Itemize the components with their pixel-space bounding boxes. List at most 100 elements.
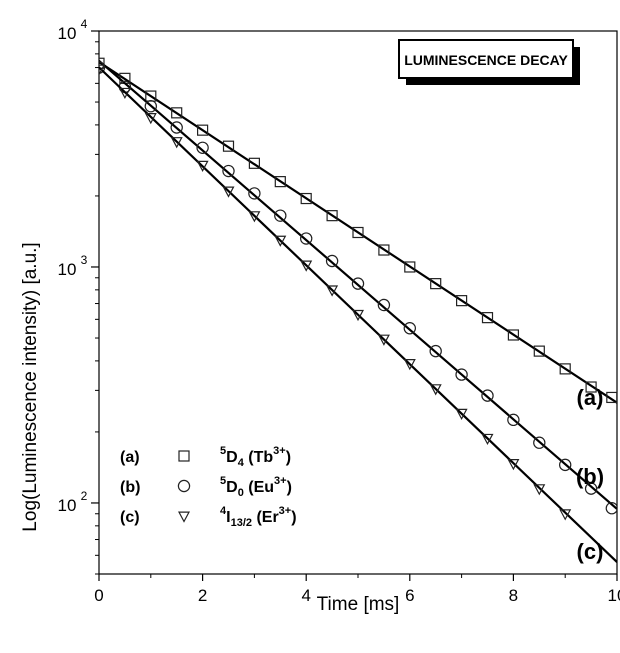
data-point-1 [274,176,286,188]
data-point-2 [403,322,416,335]
data-point-1 [248,157,260,169]
x-tick-label: 4 [301,586,310,605]
data-point-1 [585,381,597,393]
data-point-3 [99,64,106,76]
legend-label-part: ) [286,449,291,466]
series-tag-1: (a) [577,385,604,410]
legend-label-part: (Er [252,509,279,526]
x-tick-label: 2 [198,586,207,605]
data-point-2 [507,413,520,427]
data-point-2 [248,187,261,200]
y-tick-exponent: 2 [81,489,88,503]
y-tick-label: 10 [58,260,77,279]
legend-label-part: I [226,509,230,526]
x-tick-label: 8 [509,586,518,605]
data-point-3 [429,384,442,396]
data-point-2 [559,458,572,472]
fit-line-2 [99,59,617,510]
data-point-3 [455,408,468,421]
legend-label-part: 3+ [279,505,292,517]
data-point-2 [144,100,157,113]
data-point-3 [351,309,365,322]
data-point-3 [533,484,546,496]
legend-label-part: D [226,479,238,496]
legend-label-part: D [226,449,238,466]
legend-label-part: 4 [220,505,227,517]
legend-label-part: ) [287,479,292,496]
data-point-2 [222,164,235,178]
fit-line-3 [99,66,617,563]
data-point-3 [196,160,209,172]
axes: 0 2 4 6 8 10 10 2 10 3 10 4 [58,17,620,605]
x-axis-label: Time [ms] [317,594,400,615]
title-box-frame [398,39,574,79]
legend-label-part: (Tb [244,449,274,466]
legend-label-part: 3+ [273,445,286,457]
data-point-3 [559,509,572,521]
y-axis-label: Log(Luminescence intensity) [a.u.] [20,242,41,531]
legend-tag: (b) [120,479,140,496]
legend-label-part: 0 [238,487,244,499]
data-point-3 [118,87,131,100]
data-point-1 [197,124,209,136]
legend-label: 5D4 (Tb3+) [220,445,291,469]
data-point-3 [222,186,235,198]
data-point-1 [456,295,468,307]
legend-label-part: 3+ [274,475,287,487]
legend-label-part: 4 [238,457,245,469]
data-point-1 [559,363,571,375]
legend-tag: (a) [120,449,140,466]
data-point-3 [377,334,390,346]
data-point-1 [481,312,494,324]
legend-label-part: (Eu [244,479,274,496]
legend-label: 4I13/2 (Er3+) [220,505,297,529]
y-tick-exponent: 4 [81,17,88,31]
legend-marker [177,511,191,523]
data-point-2 [300,232,313,245]
data-point-2 [605,502,617,515]
data-point-3 [481,433,494,446]
data-point-1 [352,226,364,239]
data-point-3 [507,459,520,471]
chart-title: LUMINESCENCE DECAY [404,52,568,68]
legend-tag: (c) [120,509,140,526]
data-point-2 [351,277,365,290]
title-box: LUMINESCENCE DECAY [398,39,580,85]
data-point-2 [481,389,494,402]
data-point-3 [248,211,261,223]
fit-line-1 [99,61,617,404]
series-group [99,57,617,563]
data-point-1 [507,329,519,341]
data-point-2 [533,436,546,449]
legend-marker [177,479,191,493]
y-tick-label: 10 [58,496,77,515]
legend-label-part: ) [291,509,296,526]
data-point-1 [171,107,183,119]
x-tick-label: 10 [608,586,620,605]
data-point-1 [99,57,105,69]
data-point-3 [144,113,157,125]
data-point-2 [99,61,106,74]
series-tag-3: (c) [577,539,604,564]
data-point-2 [584,482,598,495]
data-point-3 [300,260,313,272]
data-point-2 [377,298,391,312]
data-point-1 [378,244,390,256]
data-point-2 [455,368,468,381]
y-tick-label: 10 [58,24,77,43]
data-point-2 [196,141,209,154]
data-point-1 [533,345,545,357]
data-point-2 [274,209,287,222]
data-point-1 [222,140,235,152]
legend: (a) 5D4 (Tb3+)(b) 5D0 (Eu3+)(c) 4I13/2 (Er3… [120,445,297,529]
series-tag-2: (b) [576,464,604,489]
legend-marker [178,450,190,462]
data-point-1 [326,210,338,222]
data-point-1 [606,391,617,404]
plot-data: (a) (b) (c) [99,57,617,564]
x-tick-label: 0 [94,586,103,605]
legend-label-part: 5 [220,475,226,487]
data-point-1 [300,192,312,205]
data-point-2 [170,121,183,134]
